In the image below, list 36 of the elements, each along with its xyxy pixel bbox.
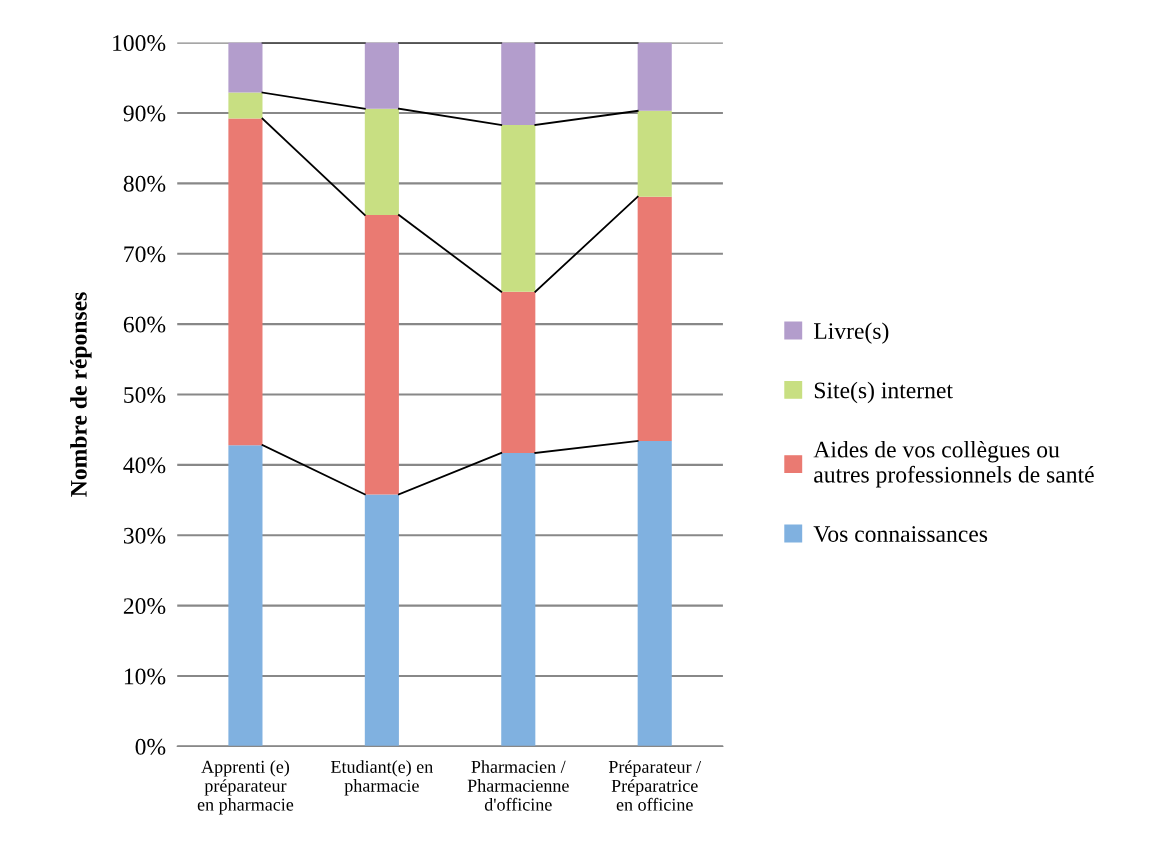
y-tick-label: 10% bbox=[124, 668, 166, 685]
y-tick-label: 50% bbox=[124, 386, 166, 403]
bar bbox=[228, 92, 263, 119]
x-tick-label: Etudiant(e) en pharmacie bbox=[331, 760, 433, 796]
legend-label: Vos connaissances bbox=[813, 526, 988, 543]
bar bbox=[637, 440, 672, 747]
y-tick-label: 70% bbox=[124, 246, 166, 263]
legend-label: Livre(s) bbox=[813, 322, 889, 344]
bar bbox=[364, 494, 399, 747]
y-tick-label: 30% bbox=[123, 527, 166, 544]
y-tick-label: 20% bbox=[123, 598, 166, 615]
x-tick-label: Préparateur / Préparatrice en officine bbox=[608, 760, 702, 811]
y-axis-title: Nombre de réponses bbox=[70, 292, 92, 497]
bar bbox=[364, 215, 399, 495]
x-tick-label: Pharmacien / Pharmacienne d'officine bbox=[467, 760, 569, 811]
legend-label: Site(s) internet bbox=[814, 381, 953, 404]
bar bbox=[637, 196, 672, 441]
bar bbox=[501, 124, 536, 292]
y-tick-label: 0% bbox=[135, 738, 166, 755]
bar bbox=[501, 291, 536, 453]
y-tick-label: 100% bbox=[113, 35, 166, 52]
y-tick-label: 80% bbox=[123, 175, 166, 192]
bar bbox=[501, 452, 536, 747]
bar bbox=[228, 42, 263, 93]
y-tick-label: 90% bbox=[123, 105, 166, 122]
bar bbox=[364, 108, 399, 216]
bar bbox=[501, 42, 536, 125]
bar bbox=[228, 445, 263, 747]
y-tick-label: 60% bbox=[123, 316, 166, 333]
bar bbox=[637, 110, 672, 197]
bar bbox=[637, 42, 672, 111]
y-tick-label: 40% bbox=[123, 457, 166, 474]
bar bbox=[364, 42, 399, 109]
legend-label: Aides de vos collègues ou autres professionnels de santé bbox=[813, 440, 1094, 488]
x-tick-label: Apprenti (e) préparateur en pharmacie bbox=[197, 760, 294, 815]
bar bbox=[228, 118, 263, 446]
